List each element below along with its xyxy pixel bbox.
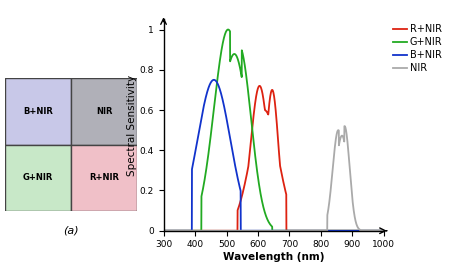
Text: (a): (a) xyxy=(64,225,79,235)
R+NIR xyxy=(353,229,359,232)
B+NIR xyxy=(211,78,217,81)
Bar xyxy=(5,78,71,145)
Bar xyxy=(71,78,137,145)
Line: G+NIR: G+NIR xyxy=(164,29,384,231)
Line: B+NIR: B+NIR xyxy=(164,80,384,231)
R+NIR xyxy=(245,167,251,170)
NIR xyxy=(381,229,387,232)
R+NIR xyxy=(381,229,387,232)
Text: G+NIR: G+NIR xyxy=(23,173,53,182)
R+NIR xyxy=(186,229,191,232)
Text: NIR: NIR xyxy=(96,107,112,116)
R+NIR xyxy=(161,229,166,232)
Y-axis label: Spectral Sensitivity: Spectral Sensitivity xyxy=(127,75,137,176)
B+NIR xyxy=(381,229,387,232)
NIR xyxy=(342,125,347,128)
Legend: R+NIR, G+NIR, B+NIR, NIR: R+NIR, G+NIR, B+NIR, NIR xyxy=(393,24,442,73)
G+NIR xyxy=(199,193,205,197)
X-axis label: Wavelength (nm): Wavelength (nm) xyxy=(223,252,325,262)
NIR xyxy=(353,221,359,224)
B+NIR xyxy=(161,229,166,232)
B+NIR xyxy=(245,229,251,232)
B+NIR xyxy=(353,229,359,232)
Line: R+NIR: R+NIR xyxy=(164,86,384,231)
Text: (b): (b) xyxy=(266,277,282,278)
R+NIR xyxy=(257,84,263,88)
Bar xyxy=(71,145,137,211)
G+NIR xyxy=(381,229,387,232)
NIR xyxy=(377,229,383,232)
G+NIR xyxy=(186,229,191,232)
B+NIR xyxy=(199,115,205,118)
R+NIR xyxy=(255,88,260,91)
R+NIR xyxy=(377,229,383,232)
NIR xyxy=(245,229,251,232)
Text: R+NIR: R+NIR xyxy=(89,173,119,182)
G+NIR xyxy=(225,28,231,31)
NIR xyxy=(186,229,191,232)
G+NIR xyxy=(377,229,383,232)
G+NIR xyxy=(353,229,359,232)
R+NIR xyxy=(199,229,205,232)
NIR xyxy=(255,229,260,232)
B+NIR xyxy=(186,229,191,232)
G+NIR xyxy=(255,173,261,177)
NIR xyxy=(161,229,166,232)
Line: NIR: NIR xyxy=(164,126,384,231)
G+NIR xyxy=(161,229,166,232)
NIR xyxy=(199,229,205,232)
Text: B+NIR: B+NIR xyxy=(23,107,53,116)
B+NIR xyxy=(255,229,261,232)
B+NIR xyxy=(377,229,383,232)
G+NIR xyxy=(245,90,251,93)
Bar xyxy=(5,145,71,211)
